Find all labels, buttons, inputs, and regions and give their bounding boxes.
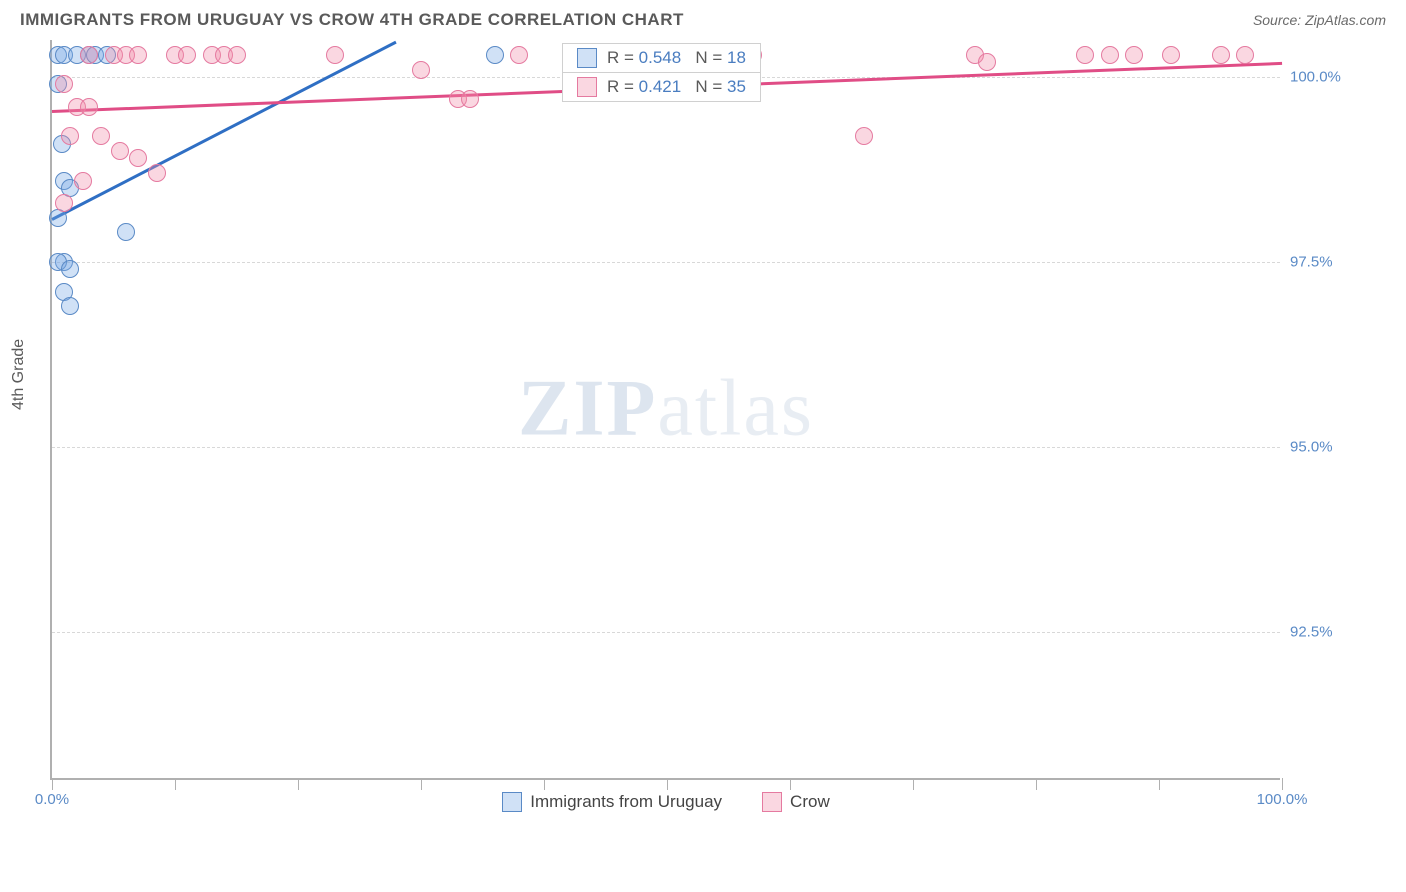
legend-text: R = 0.548 N = 18 [607,48,746,68]
data-point-crow [80,98,98,116]
legend-label: Immigrants from Uruguay [530,792,722,812]
data-point-crow [1236,46,1254,64]
data-point-uruguay [61,297,79,315]
data-point-crow [412,61,430,79]
data-point-crow [228,46,246,64]
data-point-crow [74,172,92,190]
xtick [544,778,545,790]
chart-title: IMMIGRANTS FROM URUGUAY VS CROW 4TH GRAD… [20,10,684,30]
data-point-crow [978,53,996,71]
data-point-crow [461,90,479,108]
data-point-crow [129,149,147,167]
data-point-uruguay [117,223,135,241]
data-point-crow [1162,46,1180,64]
legend-item-uruguay: Immigrants from Uruguay [502,792,722,812]
legend-item-crow: Crow [762,792,830,812]
swatch-icon [762,792,782,812]
data-point-crow [855,127,873,145]
swatch-icon [577,48,597,68]
gridline [52,447,1280,448]
data-point-crow [61,127,79,145]
xtick [913,778,914,790]
data-point-crow [55,75,73,93]
data-point-crow [129,46,147,64]
xtick [1159,778,1160,790]
swatch-icon [577,77,597,97]
legend-row-uruguay: R = 0.548 N = 18 [563,44,760,73]
data-point-crow [92,127,110,145]
gridline [52,632,1280,633]
data-point-uruguay [486,46,504,64]
gridline [52,262,1280,263]
data-point-crow [111,142,129,160]
xtick [1036,778,1037,790]
legend-label: Crow [790,792,830,812]
legend-row-crow: R = 0.421 N = 35 [563,73,760,101]
data-point-crow [178,46,196,64]
data-point-crow [510,46,528,64]
correlation-legend: R = 0.548 N = 18 R = 0.421 N = 35 [562,43,761,102]
ytick-label: 97.5% [1290,254,1360,271]
xtick [52,778,53,790]
xtick [175,778,176,790]
y-axis-label: 4th Grade [10,339,28,410]
ytick-label: 92.5% [1290,624,1360,641]
xtick [421,778,422,790]
swatch-icon [502,792,522,812]
ytick-label: 100.0% [1290,69,1360,86]
data-point-uruguay [61,260,79,278]
xtick [667,778,668,790]
source-label: Source: ZipAtlas.com [1253,12,1386,28]
data-point-crow [1125,46,1143,64]
series-legend: Immigrants from Uruguay Crow [52,792,1280,812]
data-point-crow [1076,46,1094,64]
data-point-crow [1101,46,1119,64]
watermark: ZIPatlas [518,364,814,455]
xtick [790,778,791,790]
data-point-crow [326,46,344,64]
legend-text: R = 0.421 N = 35 [607,77,746,97]
xtick [1282,778,1283,790]
ytick-label: 95.0% [1290,439,1360,456]
xtick [298,778,299,790]
data-point-crow [1212,46,1230,64]
scatter-plot: ZIPatlas 100.0%97.5%95.0%92.5%0.0%100.0%… [50,40,1280,780]
data-point-crow [55,194,73,212]
data-point-crow [148,164,166,182]
data-point-crow [80,46,98,64]
